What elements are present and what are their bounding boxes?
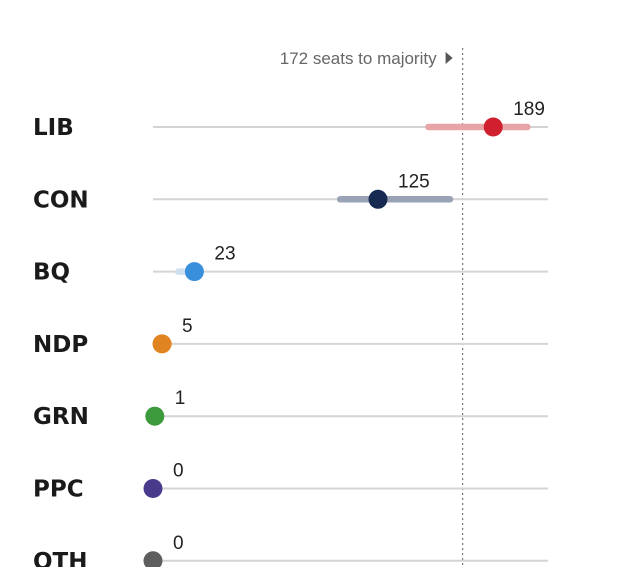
party-label: GRN bbox=[33, 404, 89, 430]
party-label: NDP bbox=[33, 332, 88, 358]
seat-value-label: 189 bbox=[513, 99, 545, 120]
party-row-bq: BQ 23 bbox=[33, 244, 548, 286]
seat-dot bbox=[184, 262, 204, 282]
seat-dot bbox=[143, 479, 163, 498]
seat-dot bbox=[145, 406, 165, 426]
seat-value-label: 0 bbox=[173, 461, 184, 482]
seat-dot bbox=[368, 189, 388, 209]
party-rows: LIB 189 CON 125 BQ 23 NDP 5 GRN 1 PPC 0 OTH 0 bbox=[33, 99, 548, 567]
party-label: CON bbox=[33, 187, 89, 213]
seat-dot bbox=[152, 334, 172, 354]
party-label: LIB bbox=[33, 115, 74, 141]
party-label: OTH bbox=[33, 549, 88, 567]
majority-marker: 172 seats to majority bbox=[280, 48, 464, 567]
party-row-grn: GRN 1 bbox=[33, 388, 548, 430]
party-row-lib: LIB 189 bbox=[33, 99, 548, 141]
seat-value-label: 125 bbox=[398, 171, 430, 192]
seat-value-label: 23 bbox=[214, 244, 235, 265]
party-row-ndp: NDP 5 bbox=[33, 316, 548, 358]
majority-label: 172 seats to majority bbox=[280, 49, 437, 68]
seat-value-label: 1 bbox=[175, 388, 186, 409]
seat-dot bbox=[483, 117, 503, 137]
party-row-oth: OTH 0 bbox=[33, 533, 548, 567]
party-label: PPC bbox=[33, 477, 84, 503]
party-row-con: CON 125 bbox=[33, 171, 548, 213]
party-row-ppc: PPC 0 bbox=[33, 461, 548, 503]
triangle-right-icon bbox=[445, 52, 453, 64]
seat-dot bbox=[143, 551, 163, 567]
seat-value-label: 0 bbox=[173, 533, 184, 554]
seat-value-label: 5 bbox=[182, 316, 193, 337]
party-label: BQ bbox=[33, 260, 70, 286]
